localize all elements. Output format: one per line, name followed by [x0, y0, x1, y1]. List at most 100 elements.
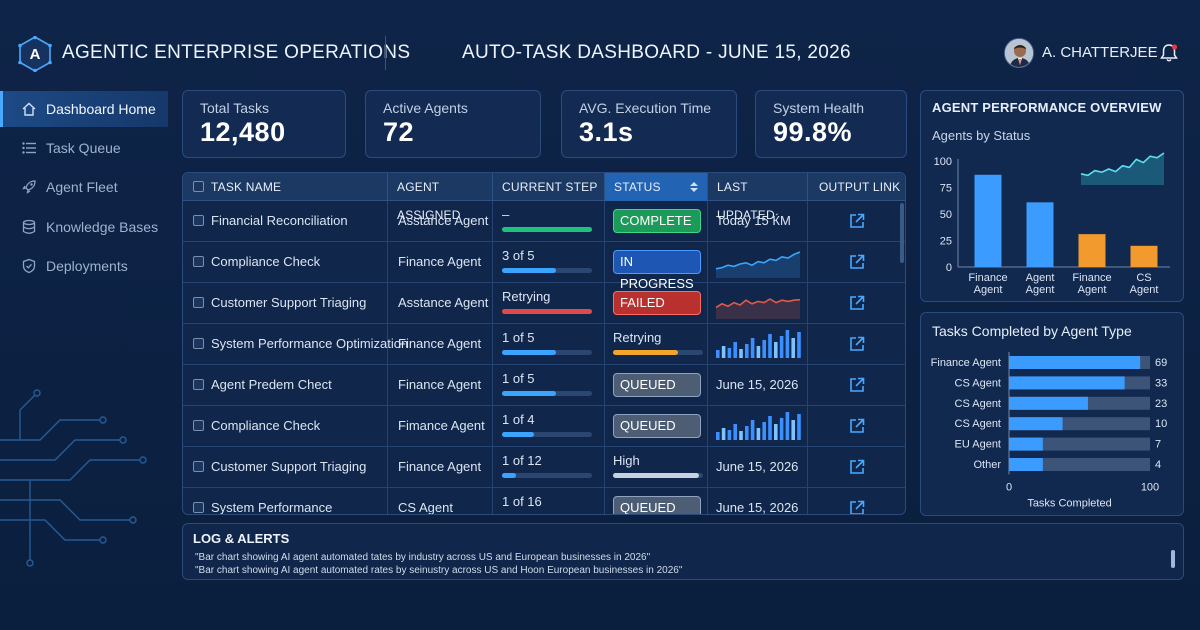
current-step: 1 of 5 — [502, 371, 535, 386]
status-badge[interactable]: QUEUED — [613, 373, 701, 397]
table-scrollbar[interactable] — [900, 203, 904, 263]
status-badge[interactable]: FAILED — [613, 291, 701, 315]
select-all-checkbox[interactable] — [193, 181, 204, 192]
cell-output-link — [808, 447, 905, 487]
external-link-icon[interactable] — [848, 212, 866, 230]
task-name: Compliance Check — [211, 254, 321, 269]
table-row[interactable]: Compliance Check Finance Agent 3 of 5 IN… — [183, 242, 905, 291]
cell-task-name: System Performance Optimization — [183, 324, 408, 364]
column-header-status[interactable]: STATUS — [605, 173, 708, 201]
sort-icon[interactable] — [689, 181, 699, 193]
cell-status: Retrying — [605, 324, 708, 364]
external-link-icon[interactable] — [848, 335, 866, 353]
cell-output-link — [808, 201, 905, 241]
row-checkbox[interactable] — [193, 338, 204, 349]
column-header-last-updated[interactable]: LAST UPDATED — [708, 173, 808, 222]
status-badge[interactable]: COMPLETE — [613, 209, 701, 233]
table-row[interactable]: System Performance CS Agent 1 of 16 QUEU… — [183, 488, 905, 515]
status-badge[interactable]: IN PROGRESS — [613, 250, 701, 291]
row-checkbox[interactable] — [193, 502, 204, 513]
row-checkbox[interactable] — [193, 297, 204, 308]
stat-card-active-agents: Active Agents 72 — [365, 90, 541, 158]
task-name: System Performance — [211, 500, 333, 515]
sparkline-bar — [733, 342, 737, 358]
sparkline-bar — [716, 432, 720, 440]
sparkline-bar — [745, 426, 749, 440]
stat-label: Total Tasks — [200, 100, 269, 116]
current-step: 1 of 4 — [502, 412, 535, 427]
status-badge[interactable]: QUEUED — [613, 414, 701, 438]
cell-task-name: Customer Support Triaging — [183, 447, 388, 487]
tasks-completed-panel: Tasks Completed by Agent Type Finance Ag… — [920, 312, 1184, 516]
cell-agent: Finance Agent — [388, 447, 493, 487]
log-scrollbar[interactable] — [1171, 550, 1175, 568]
value-label: 33 — [1155, 377, 1167, 389]
bell-icon[interactable] — [1158, 42, 1180, 64]
column-header-agent-assigned[interactable]: AGENT ASSIGNED — [388, 173, 493, 222]
step-progress-bar — [502, 309, 592, 314]
external-link-icon[interactable] — [848, 294, 866, 312]
table-row[interactable]: Customer Support Triaging Finance Agent … — [183, 447, 905, 488]
table-row[interactable]: System Performance Optimization Finance … — [183, 324, 905, 365]
cell-status: High — [605, 447, 708, 487]
bar — [1009, 376, 1125, 390]
status-progress-fill — [613, 473, 699, 478]
sparkline-bar — [762, 422, 766, 440]
external-link-icon[interactable] — [848, 417, 866, 435]
cell-task-name: Compliance Check — [183, 242, 388, 282]
cell-status: QUEUED — [605, 406, 708, 446]
table-row[interactable]: Financial Reconciliation Asstance Agent … — [183, 201, 905, 242]
bar — [1009, 458, 1043, 471]
step-progress-bar — [502, 391, 592, 396]
log-title: LOG & ALERTS — [193, 531, 290, 546]
cell-status: QUEUED — [605, 365, 708, 405]
bar-track — [1009, 437, 1150, 451]
x-tick-label: Agent — [1078, 284, 1107, 296]
column-header-current-step[interactable]: CURRENT STEP — [493, 173, 605, 201]
bar-track — [1009, 458, 1150, 471]
row-checkbox[interactable] — [193, 379, 204, 390]
last-updated: June 15, 2026 — [716, 377, 799, 392]
agent-assigned: Finance Agent — [398, 254, 482, 269]
sidebar-item-agent-fleet[interactable]: Agent Fleet — [0, 169, 168, 205]
sidebar-item-task-queue[interactable]: Task Queue — [0, 130, 168, 166]
chart-title: Agents by Status — [932, 128, 1031, 143]
external-link-icon[interactable] — [848, 376, 866, 394]
column-header-task-name[interactable]: TASK NAME — [183, 173, 388, 201]
cell-agent: Finance Agent — [388, 324, 493, 364]
table-row[interactable]: Compliance Check Fimance Agent 1 of 4 QU… — [183, 406, 905, 447]
sparkline-bar — [768, 416, 772, 440]
external-link-icon[interactable] — [848, 253, 866, 271]
sparkline-bar — [739, 349, 743, 358]
user-name[interactable]: A. CHATTERJEE — [1042, 44, 1158, 61]
row-checkbox[interactable] — [193, 256, 204, 267]
sparkline-bar — [797, 332, 801, 358]
cell-agent: Finance Agent — [388, 242, 493, 282]
sidebar-item-knowledge-bases[interactable]: Knowledge Bases — [0, 209, 168, 245]
row-checkbox[interactable] — [193, 461, 204, 472]
current-step: 3 of 5 — [502, 248, 535, 263]
external-link-icon[interactable] — [848, 458, 866, 476]
avatar[interactable] — [1004, 38, 1034, 68]
external-link-icon[interactable] — [848, 499, 866, 515]
agent-assigned: CS Agent — [398, 500, 453, 515]
sparkline-bar — [774, 342, 778, 358]
step-progress-bar — [502, 268, 592, 273]
sparkline-bar — [779, 336, 784, 358]
status-badge[interactable]: QUEUED — [613, 496, 701, 514]
step-progress-fill — [502, 391, 556, 396]
row-checkbox[interactable] — [193, 215, 204, 226]
sparkline-line — [715, 298, 801, 309]
sidebar-item-label: Deployments — [46, 258, 128, 274]
table-row[interactable]: Agent Predem Chect Finance Agent 1 of 5 … — [183, 365, 905, 406]
sidebar-item-dashboard-home[interactable]: Dashboard Home — [0, 91, 168, 127]
status-progress-fill — [613, 350, 678, 355]
sidebar-item-deployments[interactable]: Deployments — [0, 248, 168, 284]
task-name: System Performance Optimization — [211, 336, 409, 351]
value-label: 7 — [1155, 439, 1161, 451]
step-progress-bar — [502, 473, 592, 478]
cell-task-name: Agent Predem Chect — [183, 365, 388, 405]
row-checkbox[interactable] — [193, 420, 204, 431]
column-header-output-link[interactable]: OUTPUT LINK — [819, 180, 901, 194]
table-row[interactable]: Customer Support Triaging Asstance Agent… — [183, 283, 905, 324]
